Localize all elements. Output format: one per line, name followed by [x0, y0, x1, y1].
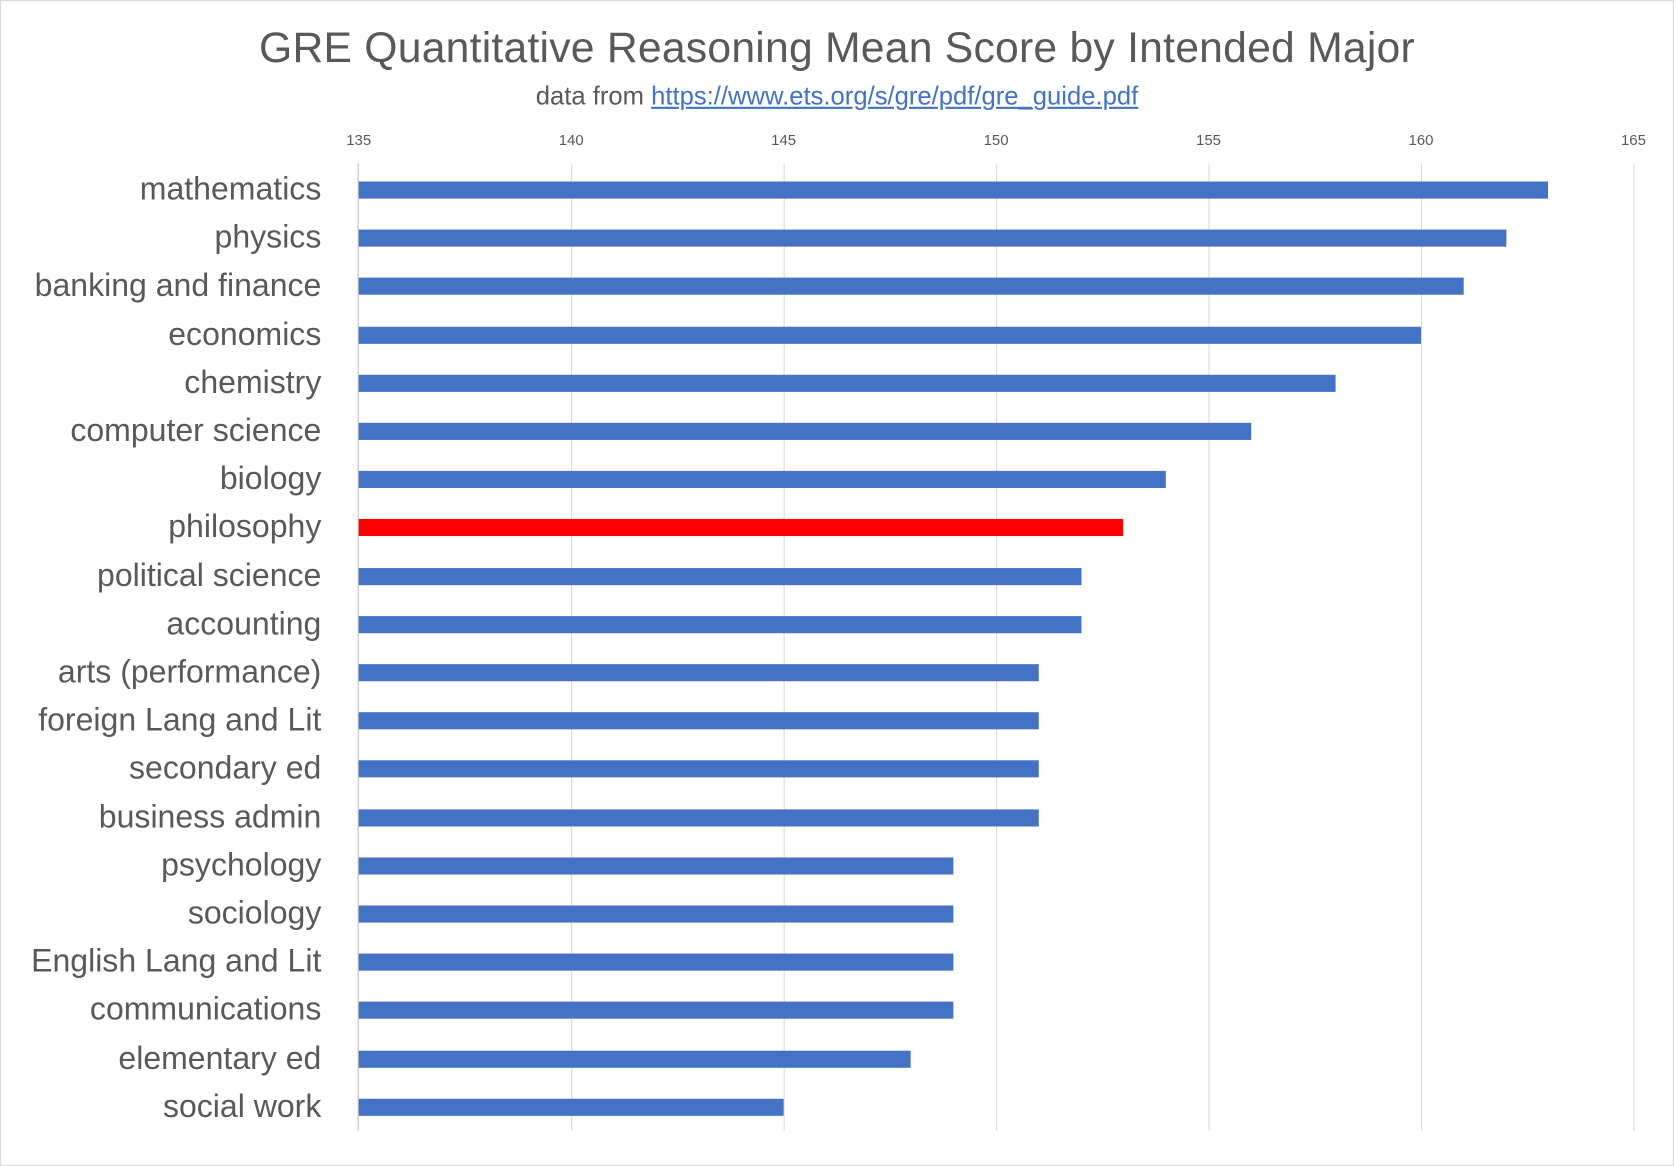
x-tick-label: 160	[1408, 131, 1434, 149]
bar	[358, 1098, 784, 1116]
bar	[358, 905, 954, 923]
x-tick-label: 140	[558, 131, 584, 149]
y-axis-line	[357, 163, 359, 1131]
bar	[358, 374, 1336, 392]
category-label: English Lang and Lit	[31, 944, 322, 980]
category-label: economics	[168, 316, 322, 352]
bar	[358, 326, 1421, 344]
category-label: biology	[219, 461, 322, 497]
x-tick-label: 145	[771, 131, 797, 149]
category-label: communications	[89, 992, 322, 1028]
category-label: banking and finance	[34, 268, 322, 304]
category-label: elementary ed	[118, 1040, 322, 1076]
category-label: accounting	[166, 606, 322, 642]
bar	[358, 615, 1082, 633]
category-label: political science	[97, 558, 322, 594]
bar	[358, 567, 1082, 585]
category-label: computer science	[70, 413, 322, 449]
subtitle-prefix: data from	[535, 82, 652, 112]
category-label: physics	[214, 220, 322, 256]
x-tick-label: 135	[346, 131, 372, 149]
bar	[358, 1050, 912, 1068]
source-link[interactable]: https://www.ets.org/s/gre/pdf/gre_guide.…	[651, 82, 1139, 112]
category-label: business admin	[98, 799, 322, 835]
bar	[358, 712, 1039, 730]
category-label: mathematics	[139, 171, 322, 208]
bar	[358, 664, 1039, 682]
gridline	[1633, 163, 1635, 1131]
x-tick-label: 165	[1620, 131, 1646, 149]
gridline	[1420, 163, 1423, 1131]
gridline	[783, 163, 785, 1131]
category-label: arts (performance)	[57, 654, 322, 690]
x-tick-label: 155	[1196, 131, 1221, 149]
bar	[358, 181, 1549, 199]
category-label: foreign Lang and Lit	[38, 702, 322, 739]
bar	[358, 471, 1167, 489]
bar	[358, 760, 1039, 778]
bar	[358, 278, 1464, 296]
bar	[358, 953, 954, 971]
bar	[358, 808, 1039, 827]
bar	[358, 229, 1506, 247]
bar-highlighted	[358, 519, 1124, 537]
bar	[358, 1002, 954, 1020]
category-label: secondary ed	[129, 751, 322, 787]
chart-title: GRE Quantitative Reasoning Mean Score by…	[259, 24, 1415, 72]
bar	[358, 857, 954, 875]
category-label: philosophy	[168, 509, 322, 545]
chart-subtitle: data from https://www.ets.org/s/gre/pdf/…	[1, 82, 1673, 112]
bar	[358, 422, 1252, 440]
gridline	[996, 163, 998, 1131]
gridline	[571, 163, 573, 1131]
x-tick-label: 150	[983, 131, 1009, 149]
gridline	[1208, 163, 1210, 1131]
category-label: sociology	[187, 895, 322, 932]
category-label: chemistry	[184, 364, 322, 401]
category-label: psychology	[161, 847, 322, 883]
category-label: social work	[162, 1088, 322, 1125]
